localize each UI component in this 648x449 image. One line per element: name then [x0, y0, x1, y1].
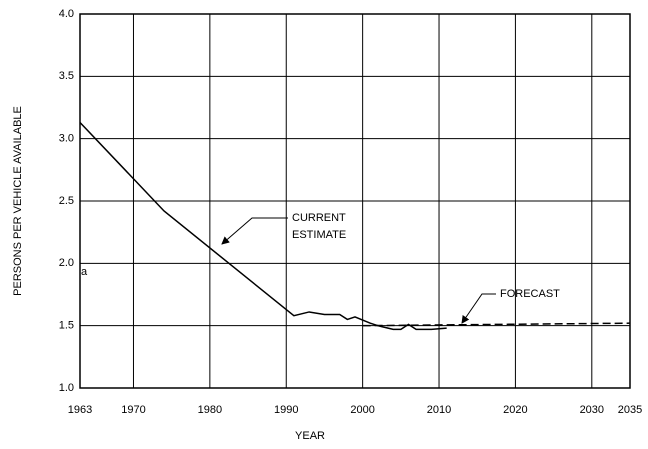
annotation: CURRENT [292, 212, 346, 224]
x-tick-label: 2035 [618, 404, 642, 416]
x-tick-label: 2010 [427, 404, 451, 416]
line-series [362, 322, 631, 327]
y-axis-label: PERSONS PER VEHICLE AVAILABLE [12, 106, 24, 296]
y-tick-label: 4.0 [59, 8, 74, 20]
annotation: ESTIMATE [292, 229, 346, 241]
x-axis-label: YEAR [295, 430, 325, 442]
y-tick-label: 1.5 [59, 320, 74, 332]
annotation: FORECAST [500, 288, 560, 300]
x-tick-label: 1963 [68, 404, 92, 416]
x-tick-label: 1980 [198, 404, 222, 416]
y-tick-label: 1.0 [59, 382, 74, 394]
line-series [79, 121, 447, 331]
plot-frame [79, 13, 631, 389]
x-tick-label: 2000 [350, 404, 374, 416]
x-tick-label: 2030 [580, 404, 604, 416]
y-tick-label: 2.0 [59, 257, 74, 269]
x-tick-label: 2020 [503, 404, 527, 416]
annotation-arrow [221, 217, 288, 245]
y-tick-label: 3.5 [59, 70, 74, 82]
x-tick-label: 1970 [121, 404, 145, 416]
annotation: a [81, 266, 88, 278]
x-tick-label: 1990 [274, 404, 298, 416]
y-tick-label: 3.0 [59, 133, 74, 145]
y-tick-label: 2.5 [59, 195, 74, 207]
annotation-arrow [461, 293, 496, 324]
